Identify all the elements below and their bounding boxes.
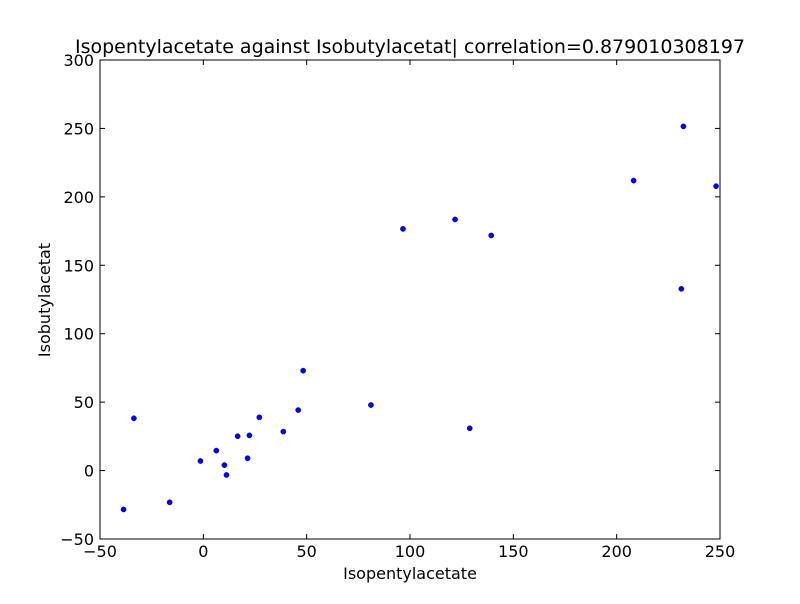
scatter-point-16 xyxy=(452,216,458,223)
y-tick-label-1: 0 xyxy=(84,462,94,481)
scatter-point-2 xyxy=(166,499,173,506)
scatter-point-6 xyxy=(223,472,230,478)
scatter-point-15 xyxy=(400,226,406,232)
y-tick-label-0: −50 xyxy=(60,530,94,549)
scatter-point-10 xyxy=(256,414,263,421)
scatter-point-18 xyxy=(488,232,495,239)
scatter-point-20 xyxy=(678,285,685,292)
y-tick-label-7: 300 xyxy=(63,51,94,70)
y-tick-label-5: 200 xyxy=(63,188,94,207)
x-tick-label-4: 150 xyxy=(498,542,529,561)
y-axis-label: Isobutylacetat xyxy=(35,243,54,357)
scatter-point-22 xyxy=(713,183,719,190)
scatter-point-13 xyxy=(300,367,307,374)
scatter-point-17 xyxy=(466,425,473,432)
scatter-point-8 xyxy=(244,455,251,462)
scatter-point-3 xyxy=(197,458,204,464)
y-tick-label-3: 100 xyxy=(63,325,94,344)
scatter-point-12 xyxy=(295,407,302,413)
x-tick-label-1: 0 xyxy=(198,542,208,561)
y-tick-label-4: 150 xyxy=(63,256,94,275)
scatter-point-19 xyxy=(630,177,637,184)
x-axis-label: Isopentylacetate xyxy=(343,564,477,583)
plot-area xyxy=(99,59,721,540)
scatter-point-21 xyxy=(680,123,687,130)
x-axis: −50 0 50 100 150 200 250 xyxy=(83,60,735,561)
y-axis: −50 0 50 100 150 200 250 300 xyxy=(60,51,720,549)
x-tick-label-6: 250 xyxy=(705,542,736,561)
scatter-point-9 xyxy=(246,432,253,439)
chart-title: Isopentylacetate against Isobutylacetat|… xyxy=(75,36,745,58)
scatter-point-7 xyxy=(234,433,241,440)
y-tick-label-6: 250 xyxy=(63,119,94,138)
y-tick-label-2: 50 xyxy=(74,393,94,412)
x-tick-label-5: 200 xyxy=(601,542,632,561)
scatter-point-0 xyxy=(120,506,127,513)
data-points xyxy=(120,123,719,513)
scatter-point-4 xyxy=(213,447,220,454)
x-tick-label-2: 50 xyxy=(296,542,316,561)
x-tick-label-0: −50 xyxy=(83,542,117,561)
x-tick-label-3: 100 xyxy=(395,542,426,561)
scatter-point-11 xyxy=(280,428,287,435)
scatter-point-5 xyxy=(221,462,228,468)
scatter-point-14 xyxy=(368,402,374,408)
scatter-point-1 xyxy=(131,415,137,422)
